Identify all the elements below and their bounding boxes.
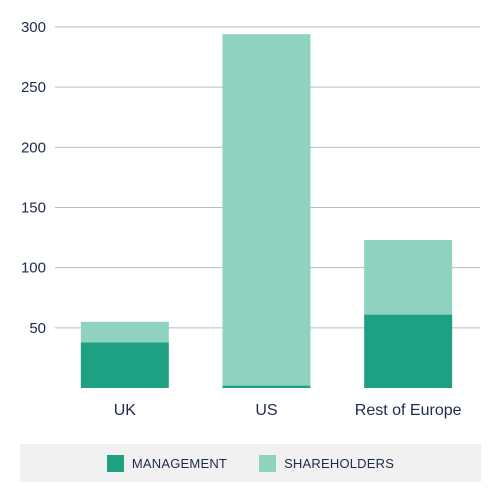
legend-label-shareholders: SHAREHOLDERS [284, 455, 395, 471]
bar-rest-of-europe-management [364, 314, 453, 388]
y-tick-label-250: 250 [21, 79, 46, 96]
bar-us-shareholders [222, 34, 311, 386]
legend-item-shareholders: SHAREHOLDERS [259, 454, 395, 472]
y-axis-tick-labels: 50 100 150 200 250 300 [21, 19, 46, 337]
x-category-label-uk: UK [114, 402, 137, 419]
bars [80, 34, 453, 388]
x-category-label-us: US [255, 402, 277, 419]
x-axis-category-labels: UK US Rest of Europe [114, 402, 462, 419]
y-tick-label-150: 150 [21, 200, 46, 217]
bar-uk-management [80, 342, 169, 388]
y-tick-label-100: 100 [21, 260, 46, 277]
stacked-bar-chart: 50 100 150 200 250 300 UK US Rest of Europe [21, 19, 480, 419]
legend-label-management: MANAGEMENT [131, 455, 228, 471]
y-tick-label-200: 200 [21, 139, 46, 156]
legend-swatch-management [106, 454, 124, 472]
legend: MANAGEMENT SHAREHOLDERS [20, 444, 481, 482]
legend-item-management: MANAGEMENT [106, 454, 228, 472]
y-tick-label-50: 50 [29, 320, 46, 337]
bar-uk-shareholders [80, 321, 169, 343]
y-tick-label-300: 300 [21, 19, 46, 36]
bar-rest-of-europe-shareholders [364, 239, 453, 315]
x-category-label-rest-of-europe: Rest of Europe [355, 402, 462, 419]
legend-swatch-shareholders [259, 454, 277, 472]
bar-us-management [222, 385, 311, 388]
